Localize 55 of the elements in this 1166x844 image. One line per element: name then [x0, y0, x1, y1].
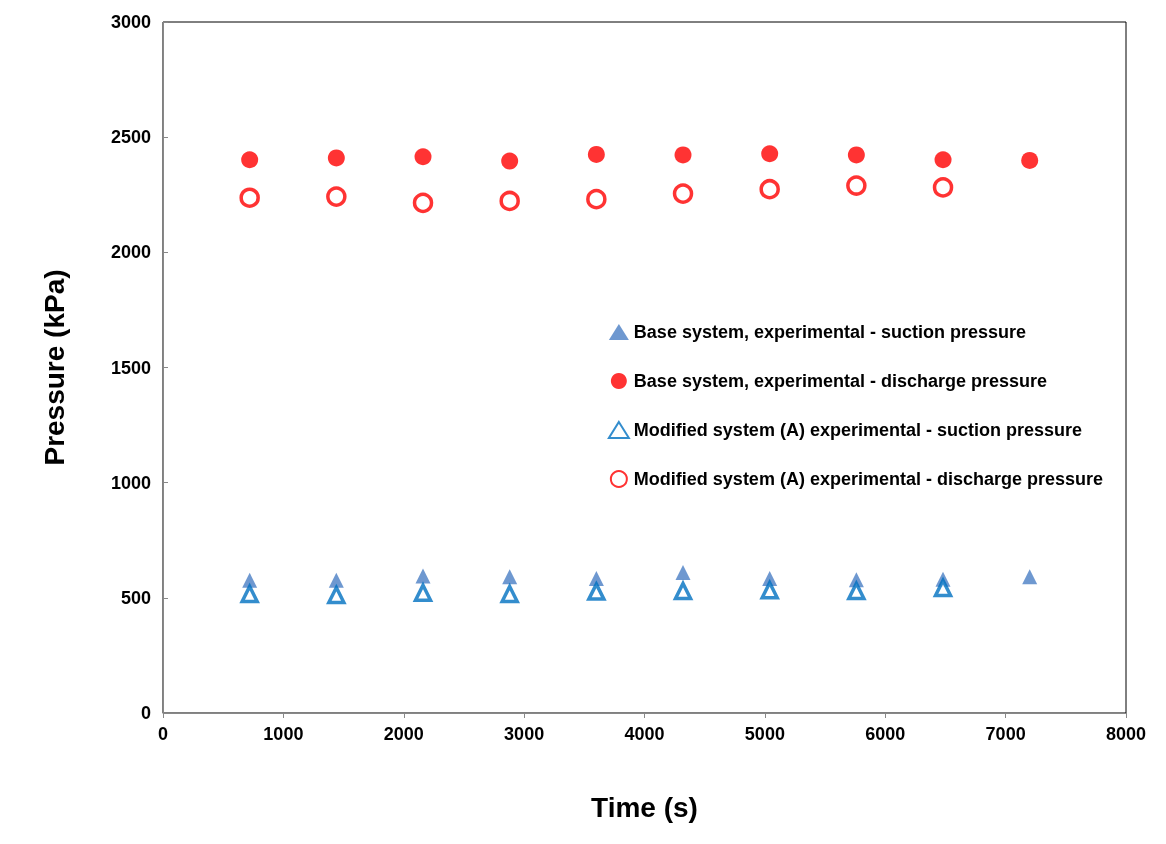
point — [760, 580, 779, 600]
point — [674, 146, 692, 164]
point — [414, 148, 432, 166]
point — [932, 177, 954, 198]
y-tick-label: 3000 — [110, 12, 151, 32]
point — [1021, 151, 1039, 169]
point — [846, 579, 867, 601]
legend-label: Base system, experimental - discharge pressure — [633, 371, 1048, 391]
y-tick-label: 2000 — [110, 242, 151, 263]
y-tick-label: 0 — [140, 703, 151, 723]
point — [502, 569, 518, 585]
point — [1022, 569, 1038, 585]
x-tick-label: 0 — [157, 724, 169, 744]
y-tick-label: 1500 — [110, 357, 151, 378]
x-tick-label: 4000 — [624, 724, 665, 744]
point — [932, 576, 954, 598]
point — [934, 151, 952, 169]
y-tick-label: 500 — [120, 587, 151, 608]
point — [415, 568, 431, 584]
point — [326, 186, 347, 207]
y-tick-label: 2500 — [110, 127, 151, 148]
point — [499, 582, 520, 604]
legend-label: Modified system (A) experimental - suction pressure — [633, 420, 1082, 440]
x-tick-label: 8000 — [1105, 724, 1147, 744]
point — [239, 582, 260, 604]
point — [672, 579, 694, 601]
point — [586, 188, 607, 210]
x-tick-label: 5000 — [744, 724, 785, 744]
x-tick-label: 6000 — [865, 724, 906, 744]
point — [328, 572, 344, 588]
point — [587, 582, 606, 601]
point — [499, 190, 520, 212]
x-tick-label: 3000 — [504, 724, 545, 744]
point — [241, 151, 259, 169]
point — [846, 175, 867, 196]
y-axis-title: Pressure (kPa) — [38, 269, 70, 466]
point — [672, 183, 694, 204]
point — [761, 145, 779, 163]
point — [501, 152, 519, 170]
y-tick-label: 1000 — [110, 472, 151, 493]
x-axis-title: Time (s) — [591, 791, 698, 823]
legend-label: Modified system (A) experimental - discharge pressure — [633, 469, 1104, 489]
point — [239, 187, 260, 208]
legend-label: Base system, experimental - suction pressure — [633, 322, 1027, 342]
point — [412, 192, 434, 214]
x-tick-label: 1000 — [263, 724, 304, 744]
point — [675, 565, 691, 580]
x-tick-label: 2000 — [383, 724, 424, 744]
x-tick-label: 7000 — [985, 724, 1026, 744]
point — [412, 581, 434, 603]
point — [327, 585, 346, 605]
point — [587, 145, 605, 163]
point — [327, 149, 345, 167]
point — [847, 146, 865, 164]
point — [759, 178, 780, 200]
